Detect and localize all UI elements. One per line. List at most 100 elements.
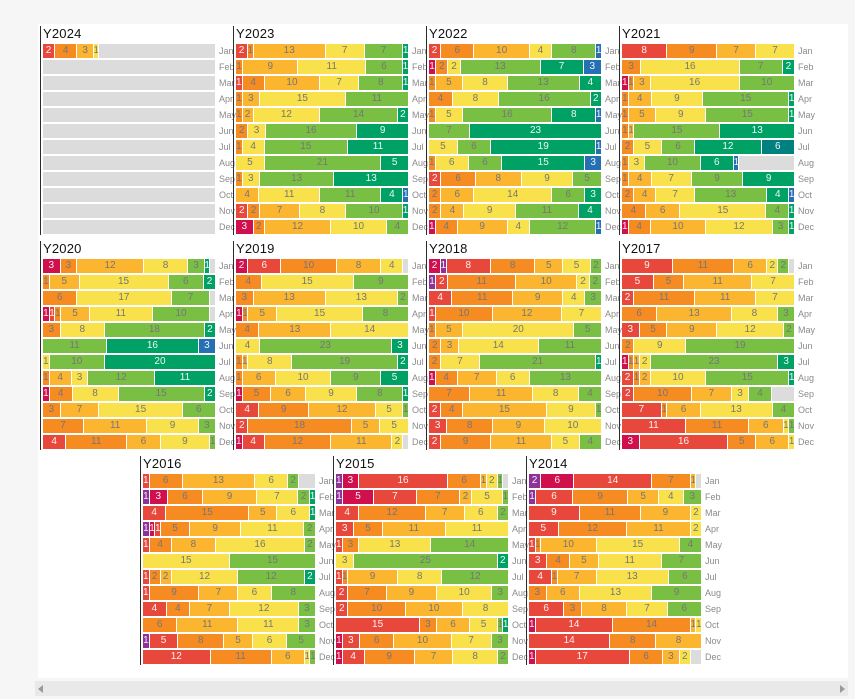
bar-segment-green[interactable]: 6 — [660, 140, 695, 154]
bar-segment-yellow[interactable]: 4 — [657, 490, 683, 504]
bar-segment-green[interactable]: 9 — [330, 371, 381, 385]
bar-segment-orange[interactable]: 11 — [451, 291, 513, 305]
bar-segment-amber[interactable]: 11 — [683, 275, 751, 289]
bar-segment-orange[interactable]: 15 — [165, 506, 249, 520]
bar-segment-orange[interactable]: 9 — [363, 650, 414, 664]
bar-segment-orange[interactable]: 1 — [236, 172, 242, 186]
bar-segment-amber[interactable]: 6 — [126, 435, 160, 449]
bar-segment-orange[interactable]: 11 — [671, 259, 733, 273]
bar-segment-yellow[interactable]: 7 — [440, 355, 479, 369]
bar-segment-crimson[interactable]: 2 — [429, 259, 441, 273]
bar-segment-orange[interactable]: 6 — [628, 650, 663, 664]
bar-segment-amber[interactable]: 1 — [241, 355, 248, 369]
bar-segment-red[interactable]: 4 — [336, 506, 359, 520]
bar-segment-orange[interactable]: 2 — [429, 204, 441, 218]
bar-segment-green[interactable]: 13 — [694, 188, 767, 202]
bar-segment-green[interactable]: 25 — [353, 554, 497, 568]
bar-segment-red[interactable]: 9 — [622, 259, 672, 273]
bar-segment-green[interactable]: 14 — [430, 538, 508, 552]
bar-segment-purple[interactable]: 1 — [336, 474, 342, 488]
bar-segment-red[interactable]: 3 — [336, 522, 354, 536]
bar-segment-amber[interactable]: 6 — [270, 650, 304, 664]
bar-segment-green[interactable]: 12 — [441, 570, 508, 584]
bar-segment-green[interactable]: 10 — [738, 76, 794, 90]
bar-segment-orange[interactable]: 2 — [236, 124, 248, 138]
bar-segment-red[interactable]: 2 — [429, 403, 441, 417]
bar-segment-red[interactable]: 8 — [445, 259, 491, 273]
bar-segment-blue[interactable]: 1 — [402, 188, 409, 202]
bar-segment-green[interactable]: 7 — [363, 44, 403, 58]
bar-segment-yellow[interactable]: 8 — [142, 259, 188, 273]
bar-segment-green[interactable]: 3 — [297, 602, 315, 616]
bar-segment-amber[interactable]: 11 — [381, 522, 445, 536]
bar-segment-amber[interactable]: 9 — [188, 522, 241, 536]
bar-segment-red[interactable]: 5 — [529, 522, 558, 536]
bar-segment-orange[interactable]: 1 — [236, 92, 242, 106]
bar-segment-orange[interactable]: 3 — [43, 403, 60, 417]
bar-segment-orange[interactable]: 12 — [557, 522, 627, 536]
bar-segment-yellow[interactable]: 13 — [578, 586, 652, 600]
bar-segment-red[interactable]: 4 — [529, 570, 552, 584]
bar-segment-yellow[interactable]: 2 — [576, 275, 589, 289]
bar-segment-yellow[interactable]: 2 — [678, 650, 690, 664]
bar-segment-yellow[interactable]: 7 — [319, 76, 359, 90]
bar-segment-orange[interactable]: 4 — [48, 387, 72, 401]
bar-segment-yellow[interactable]: 4 — [236, 339, 259, 353]
bar-segment-teal[interactable]: 5 — [380, 156, 408, 170]
bar-segment-orange[interactable]: 7 — [429, 387, 470, 401]
bar-segment-green[interactable]: 23 — [649, 355, 778, 369]
bar-segment-amber[interactable]: 7 — [690, 387, 731, 401]
scroll-left-arrow-icon[interactable] — [38, 684, 43, 693]
bar-segment-teal[interactable]: 1 — [788, 371, 794, 385]
bar-segment-amber[interactable]: 5 — [248, 506, 277, 520]
bar-segment-orange[interactable]: 9 — [666, 44, 717, 58]
bar-segment-green[interactable]: 6 — [467, 156, 502, 170]
bar-segment-red[interactable]: 1 — [529, 538, 535, 552]
bar-segment-green[interactable]: 11 — [537, 339, 601, 353]
bar-segment-green[interactable]: 4 — [578, 435, 601, 449]
bar-segment-orange[interactable]: 9 — [148, 586, 199, 600]
bar-segment-green[interactable]: 11 — [319, 188, 381, 202]
bar-segment-amber[interactable]: 7 — [59, 403, 99, 417]
bar-segment-blue[interactable]: 1 — [595, 44, 601, 58]
bar-segment-red[interactable]: 6 — [247, 259, 281, 273]
bar-segment-orange[interactable]: 7 — [651, 474, 690, 488]
bar-segment-teal[interactable]: 2 — [203, 275, 215, 289]
bar-segment-green[interactable]: 3 — [682, 490, 701, 504]
bar-segment-orange[interactable]: 10 — [633, 387, 691, 401]
bar-segment-red[interactable]: 4 — [341, 650, 364, 664]
bar-segment-teal[interactable]: 1 — [595, 355, 602, 369]
bar-segment-yellow[interactable]: 5 — [471, 490, 502, 504]
bar-segment-green[interactable]: 11 — [43, 339, 107, 353]
bar-segment-green[interactable]: 3 — [490, 634, 508, 648]
bar-segment-yellow[interactable]: 10 — [435, 586, 492, 600]
bar-segment-yellow[interactable]: 15 — [258, 92, 345, 106]
bar-segment-yellow[interactable]: 8 — [462, 76, 507, 90]
bar-segment-amber[interactable]: 7 — [716, 44, 756, 58]
bar-segment-yellow[interactable]: 10 — [330, 220, 386, 234]
bar-segment-red[interactable]: 5 — [148, 634, 178, 648]
bar-segment-orange[interactable]: 3 — [236, 291, 253, 305]
bar-segment-green[interactable]: 5 — [572, 172, 601, 186]
bar-segment-orange[interactable]: 11 — [447, 275, 515, 289]
bar-segment-green[interactable]: 9 — [690, 172, 743, 186]
bar-segment-yellow[interactable]: 1 — [782, 419, 789, 433]
bar-segment-orange[interactable]: 1 — [236, 355, 242, 369]
bar-segment-orange[interactable]: 11 — [209, 650, 271, 664]
bar-segment-red[interactable]: 2 — [236, 204, 248, 218]
bar-segment-amber[interactable]: 6 — [435, 618, 470, 632]
bar-segment-green[interactable]: 2 — [303, 522, 315, 536]
bar-segment-yellow[interactable]: 7 — [255, 490, 298, 504]
bar-segment-amber[interactable]: 11 — [626, 522, 690, 536]
bar-segment-green[interactable]: 8 — [551, 44, 596, 58]
bar-segment-yellow[interactable]: 16 — [640, 60, 739, 74]
bar-segment-amber[interactable]: 1 — [689, 618, 696, 632]
bar-segment-teal[interactable]: 1 — [309, 490, 315, 504]
bar-segment-amber[interactable]: 5 — [60, 307, 89, 321]
bar-segment-amber[interactable]: 4 — [440, 204, 464, 218]
bar-segment-green[interactable]: 3 — [491, 586, 508, 600]
bar-segment-yellow[interactable]: 8 — [451, 92, 498, 106]
bar-segment-red[interactable]: 1 — [429, 307, 435, 321]
bar-segment-yellow[interactable]: 11 — [237, 618, 299, 632]
bar-segment-teal[interactable]: 2 — [496, 554, 508, 568]
